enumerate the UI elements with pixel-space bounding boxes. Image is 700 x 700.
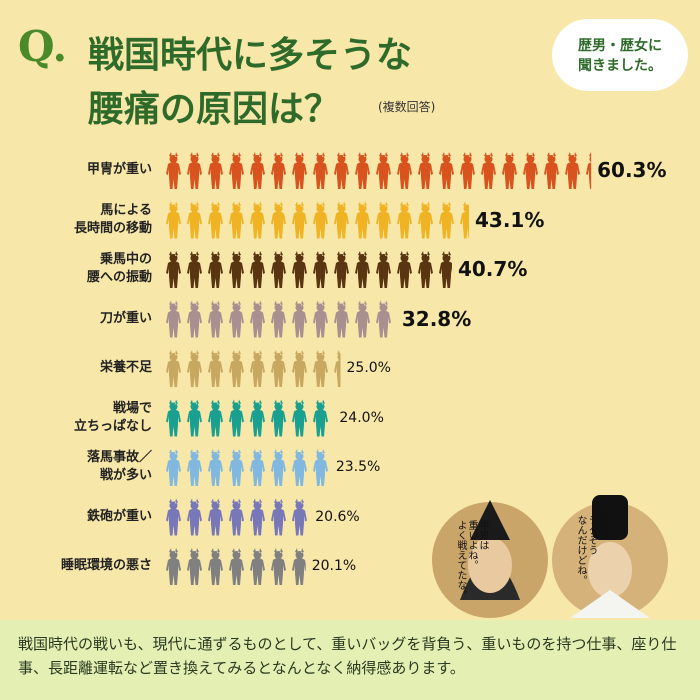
category-label: 戦場で 立ちっぱなし — [73, 400, 152, 434]
speech-text: 甲冑は 重いよね。 よく戦えてたな。 — [455, 520, 488, 600]
category-label: 落馬事故／ 戦が多い — [86, 450, 152, 483]
category-label: 甲冑が重い — [86, 162, 152, 177]
category-label: 鉄砲が重い — [86, 508, 152, 524]
bar — [163, 546, 306, 586]
bar — [163, 298, 396, 339]
portrait — [432, 495, 668, 618]
title-line: 腰痛の原因は？ — [88, 88, 341, 130]
value-label: 23.5% — [335, 459, 381, 475]
bar — [163, 199, 470, 240]
category-label: 睡眠環境の悪さ — [60, 558, 152, 573]
subtitle: (複数回答) — [378, 100, 436, 114]
bar — [163, 150, 592, 190]
bar — [163, 397, 334, 438]
value-label: 60.3% — [597, 158, 667, 182]
value-label: 32.8% — [401, 306, 472, 331]
value-label: 20.6% — [315, 508, 360, 525]
bar — [163, 348, 341, 388]
bar — [163, 249, 452, 289]
category-label: 馬による 長時間の移動 — [73, 202, 152, 236]
bar — [163, 447, 330, 487]
value-label: 20.1% — [311, 558, 357, 574]
value-label: 24.0% — [339, 409, 384, 426]
footer: 戦国時代の戦いも、現代に通ずるものとして、重いバッグを背負う、重いものを持つ仕事… — [0, 620, 700, 700]
q-mark: Q. — [18, 22, 68, 71]
category-label: 栄養不足 — [99, 360, 152, 375]
value-label: 40.7% — [457, 257, 528, 281]
category-label: 乗馬中の 腰への振動 — [86, 252, 152, 285]
category-label: 刀が重い — [99, 310, 152, 326]
value-label: 25.0% — [346, 360, 391, 376]
bar — [163, 496, 310, 537]
speech-text: 馬は ラクそう なんだけどね。 — [575, 515, 608, 585]
title-line: 戦国時代に多そうな — [88, 34, 413, 76]
badge: 歴男・歴女に 聞きました。 — [555, 22, 685, 88]
chart — [163, 150, 668, 618]
value-label: 43.1% — [475, 207, 545, 232]
